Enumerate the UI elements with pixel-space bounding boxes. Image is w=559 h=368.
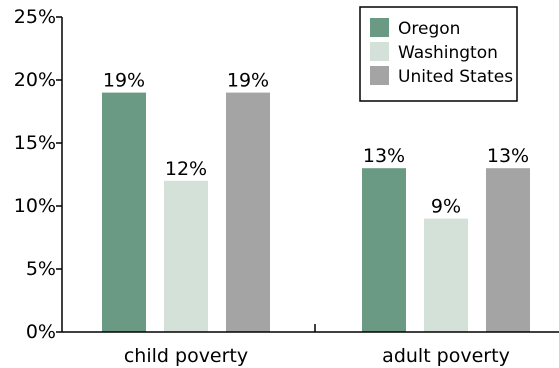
bar-value-label: 13% bbox=[363, 145, 405, 167]
bar-value-label: 19% bbox=[227, 70, 269, 92]
y-tick-label: 15% bbox=[14, 132, 56, 154]
x-category-label: adult poverty bbox=[382, 345, 510, 367]
legend-swatch bbox=[370, 42, 389, 61]
bar-oregon bbox=[102, 92, 146, 332]
bars: 19% 12% 19% child poverty 13% 9% 13% adult pove… bbox=[102, 70, 530, 367]
y-tick-label: 10% bbox=[14, 195, 56, 217]
bar-oregon bbox=[362, 168, 406, 332]
bar-group-adult-poverty: 13% 9% 13% bbox=[362, 145, 530, 332]
bar-value-label: 13% bbox=[487, 145, 529, 167]
bar-united-states bbox=[486, 168, 530, 332]
y-tick-label: 25% bbox=[14, 6, 56, 28]
legend-label: United States bbox=[398, 67, 513, 87]
bar-group-child-poverty: 19% 12% 19% bbox=[102, 70, 270, 332]
x-category-label: child poverty bbox=[124, 345, 248, 367]
y-tick-label: 20% bbox=[14, 69, 56, 91]
bar-washington bbox=[164, 180, 208, 332]
legend-swatch bbox=[370, 66, 389, 85]
bar-value-label: 9% bbox=[431, 196, 461, 218]
y-tick-label: 0% bbox=[26, 321, 56, 343]
axes bbox=[61, 17, 559, 333]
y-axis-ticks: 0% 5% 10% 15% 20% 25% bbox=[14, 6, 62, 343]
y-tick-label: 5% bbox=[26, 258, 56, 280]
legend-label: Washington bbox=[398, 43, 498, 63]
legend-swatch bbox=[370, 18, 389, 37]
legend: Oregon Washington United States bbox=[359, 6, 518, 102]
bar-united-states bbox=[226, 92, 270, 332]
bar-value-label: 12% bbox=[165, 158, 207, 180]
bar-washington bbox=[424, 218, 468, 332]
bar-value-label: 19% bbox=[103, 70, 145, 92]
legend-label: Oregon bbox=[398, 19, 460, 39]
